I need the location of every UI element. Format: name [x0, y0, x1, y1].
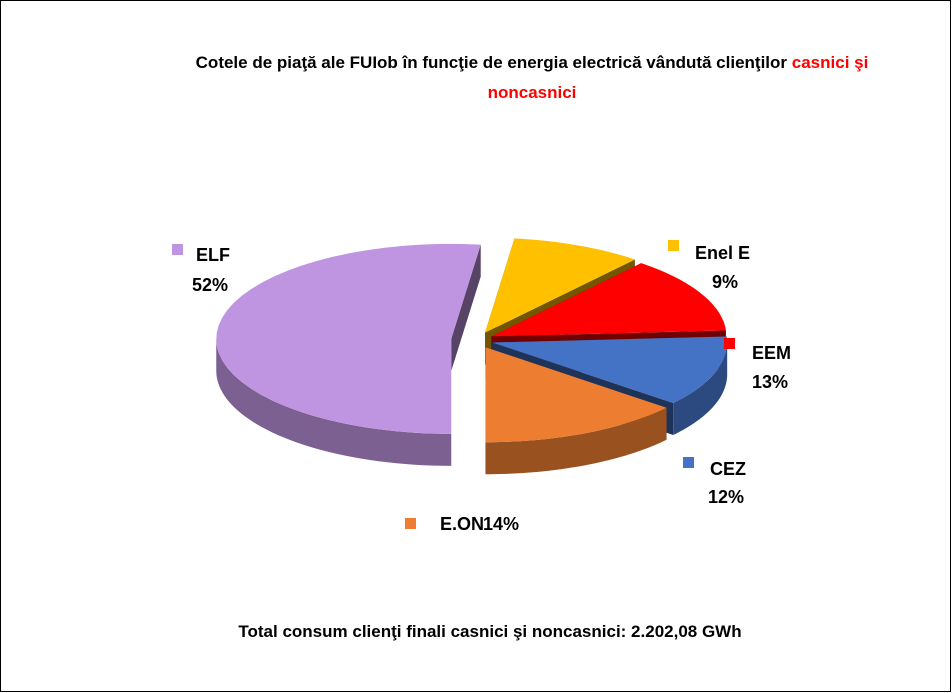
slice-value-label: 13% [752, 372, 788, 392]
slice-side [673, 342, 728, 436]
slice-value-label: 9% [712, 272, 738, 292]
slice-name: ELF [196, 245, 230, 265]
legend-swatch [405, 518, 416, 529]
legend-swatch [172, 244, 183, 255]
slice-value-label: 12% [708, 487, 744, 507]
title-highlight: casnici şi noncasnici [487, 53, 869, 102]
slice-name: CEZ [710, 459, 746, 479]
slice [485, 238, 635, 333]
slice-name: Enel E [695, 243, 750, 263]
legend-swatch [668, 240, 679, 251]
legend-swatch [683, 457, 694, 468]
slice-edge [451, 244, 481, 371]
slice-name: EEM [752, 343, 791, 363]
slice-side [216, 338, 452, 466]
slice-name: E.ON [440, 514, 484, 534]
slice [485, 347, 667, 443]
chart-title: Cotele de piaţă ale FUIob în funcţie de … [162, 48, 902, 108]
slice-value-label: 14% [483, 514, 519, 534]
slice-side [485, 407, 667, 475]
slice [216, 243, 481, 434]
annotation: Total consum clienţi finali casnici şi n… [238, 622, 742, 641]
title-text: Cotele de piaţă ale FUIob în funcţie de … [195, 53, 788, 72]
legend-swatch [724, 338, 735, 349]
slice-value-label: 52% [192, 275, 228, 295]
slice [491, 263, 726, 337]
slice [492, 336, 728, 404]
